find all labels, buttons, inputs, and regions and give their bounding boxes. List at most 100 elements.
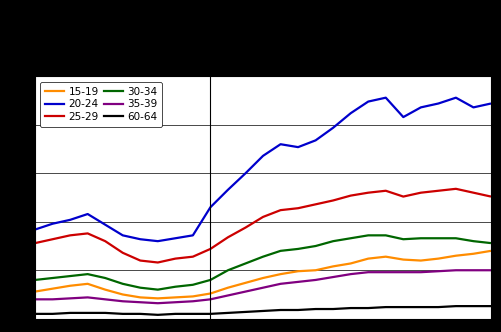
30-34 [470,239,476,243]
35-39 [32,297,38,301]
30-34 [435,236,441,240]
15-19 [155,296,161,300]
20-24 [400,115,406,119]
15-19 [85,282,91,286]
35-39 [418,270,424,274]
25-29 [418,191,424,195]
60-64 [225,311,231,315]
20-24 [418,105,424,109]
15-19 [453,254,459,258]
35-39 [383,270,389,274]
60-64 [102,311,108,315]
30-34 [418,236,424,240]
35-39 [137,300,143,304]
35-39 [120,299,126,303]
20-24 [225,188,231,192]
15-19 [348,262,354,266]
35-39 [470,268,476,272]
60-64 [488,304,494,308]
30-34 [85,272,91,276]
30-34 [365,233,371,237]
15-19 [207,291,213,295]
30-34 [260,255,266,259]
60-64 [418,305,424,309]
30-34 [400,237,406,241]
20-24 [190,233,196,237]
60-64 [470,304,476,308]
25-29 [137,259,143,263]
30-34 [50,276,56,280]
60-64 [260,309,266,313]
15-19 [365,257,371,261]
35-39 [225,293,231,297]
30-34 [67,274,73,278]
15-19 [260,276,266,280]
35-39 [348,272,354,276]
20-24 [32,227,38,231]
15-19 [295,269,301,273]
20-24 [330,126,336,130]
Line: 15-19: 15-19 [35,251,491,298]
35-39 [488,268,494,272]
20-24 [102,223,108,227]
60-64 [383,305,389,309]
15-19 [313,268,319,272]
35-39 [278,282,284,286]
35-39 [242,290,248,293]
25-29 [190,255,196,259]
35-39 [295,280,301,284]
60-64 [85,311,91,315]
25-29 [50,237,56,241]
15-19 [32,290,38,293]
60-64 [32,312,38,316]
25-29 [85,231,91,235]
60-64 [278,308,284,312]
20-24 [137,237,143,241]
15-19 [50,287,56,290]
25-29 [207,247,213,251]
30-34 [225,268,231,272]
30-34 [453,236,459,240]
30-34 [207,278,213,282]
35-39 [85,295,91,299]
25-29 [313,202,319,206]
15-19 [190,294,196,298]
15-19 [400,258,406,262]
60-64 [435,305,441,309]
30-34 [102,276,108,280]
25-29 [470,191,476,195]
15-19 [488,249,494,253]
20-24 [453,96,459,100]
20-24 [67,218,73,222]
25-29 [67,233,73,237]
20-24 [85,212,91,216]
20-24 [120,233,126,237]
35-39 [400,270,406,274]
20-24 [172,236,178,240]
25-29 [225,235,231,239]
20-24 [155,239,161,243]
15-19 [470,252,476,256]
60-64 [172,312,178,316]
Line: 20-24: 20-24 [35,98,491,241]
60-64 [348,306,354,310]
35-39 [155,301,161,305]
15-19 [418,259,424,263]
25-29 [120,251,126,255]
20-24 [383,96,389,100]
30-34 [278,249,284,253]
60-64 [190,312,196,316]
15-19 [67,284,73,288]
60-64 [453,304,459,308]
25-29 [453,187,459,191]
15-19 [242,281,248,285]
20-24 [435,102,441,106]
60-64 [365,306,371,310]
Line: 60-64: 60-64 [35,306,491,315]
35-39 [435,269,441,273]
20-24 [365,100,371,104]
Line: 30-34: 30-34 [35,235,491,290]
35-39 [260,286,266,290]
15-19 [120,292,126,296]
25-29 [295,206,301,210]
